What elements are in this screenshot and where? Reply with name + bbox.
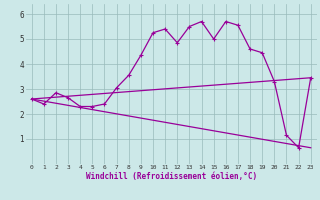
- X-axis label: Windchill (Refroidissement éolien,°C): Windchill (Refroidissement éolien,°C): [86, 172, 257, 181]
